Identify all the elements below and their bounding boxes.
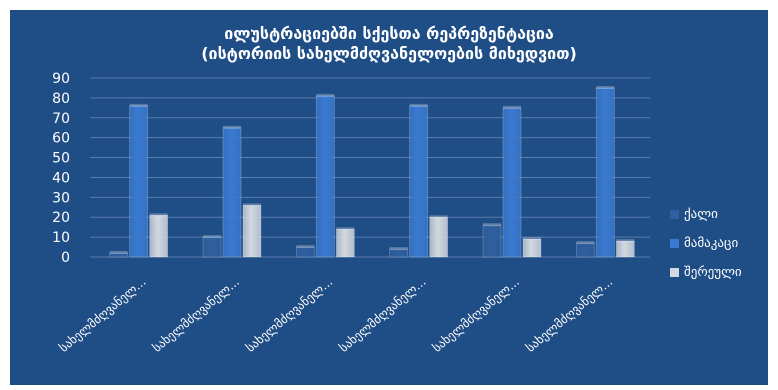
bar-top-highlight xyxy=(203,235,221,239)
chart-title-line-1: ილუსტრაციებში სქესთა რეპრეზენტაცია xyxy=(224,24,554,43)
x-tick-label: სახელმძღვანელ... xyxy=(523,275,615,355)
bar-female-2 xyxy=(202,236,222,258)
legend-label-male: მამაკაცი xyxy=(684,236,739,251)
chart-title-line-2: (ისტორიის სახელმძღვანელოების მიხედვით) xyxy=(201,44,577,63)
x-tick-label: სახელმძღვანელ... xyxy=(57,275,149,355)
bar-top-highlight xyxy=(429,215,448,219)
legend: ქალი მამაკაცი შერეული xyxy=(670,200,742,287)
legend-item-female: ქალი xyxy=(670,200,742,229)
y-tick-label: 50 xyxy=(52,151,70,167)
bar-top-highlight xyxy=(149,213,168,217)
bar-mixed-5 xyxy=(522,238,542,258)
y-tick-label: 80 xyxy=(52,91,70,107)
bar-top-highlight xyxy=(503,105,521,109)
bar-mixed-1 xyxy=(149,214,169,258)
gridlines xyxy=(90,77,650,258)
bar-top-highlight xyxy=(483,223,501,227)
y-tick-label: 20 xyxy=(52,210,70,226)
bar-male-5 xyxy=(502,107,522,258)
bar-male-4 xyxy=(409,105,429,258)
bar-top-highlight xyxy=(243,203,261,207)
bar-mixed-4 xyxy=(429,216,449,258)
y-tick-label: 40 xyxy=(52,170,70,186)
bar-female-6 xyxy=(575,242,595,258)
bar-mixed-6 xyxy=(615,240,635,258)
bar-top-highlight xyxy=(223,125,241,129)
legend-swatch-mixed xyxy=(670,268,679,277)
bar-top-highlight xyxy=(129,103,148,107)
y-tick-label: 60 xyxy=(52,131,70,147)
y-tick-label: 70 xyxy=(52,111,70,127)
bar-top-highlight xyxy=(576,241,595,245)
y-tick-label: 0 xyxy=(61,250,70,266)
bar-top-highlight xyxy=(316,93,335,97)
bar-top-highlight xyxy=(336,227,355,231)
bar-mixed-2 xyxy=(242,204,262,258)
bars xyxy=(109,85,635,258)
bar-female-1 xyxy=(109,252,129,258)
bar-top-highlight xyxy=(409,103,428,107)
x-tick-label: სახელმძღვანელ... xyxy=(243,275,335,355)
legend-label-mixed: შერეული xyxy=(684,265,742,280)
bar-mixed-3 xyxy=(335,228,355,258)
bar-top-highlight xyxy=(296,245,315,249)
legend-swatch-male xyxy=(670,239,679,248)
y-axis: 0 10 20 30 40 50 60 70 80 90 xyxy=(52,71,70,266)
chart-area: ილუსტრაციებში სქესთა რეპრეზენტაცია (ისტო… xyxy=(10,10,768,385)
bar-top-highlight xyxy=(389,247,408,251)
y-tick-label: 10 xyxy=(52,230,70,246)
bar-male-2 xyxy=(222,127,242,258)
bar-top-highlight xyxy=(109,251,128,255)
bar-male-1 xyxy=(129,105,149,258)
bar-male-3 xyxy=(315,95,335,258)
x-tick-label: სახელმძღვანელ... xyxy=(337,275,429,355)
x-tick-label: სახელმძღვანელ... xyxy=(430,275,522,355)
legend-label-female: ქალი xyxy=(684,207,718,222)
bar-top-highlight xyxy=(523,237,541,241)
y-tick-label: 90 xyxy=(52,71,70,87)
bar-male-6 xyxy=(595,87,615,258)
bar-top-highlight xyxy=(596,85,615,89)
legend-swatch-female xyxy=(670,210,679,219)
bar-female-3 xyxy=(295,246,315,258)
bar-top-highlight xyxy=(616,239,635,243)
legend-item-male: მამაკაცი xyxy=(670,229,742,258)
x-axis: სახელმძღვანელ... სახელმძღვანელ... სახელმძღ… xyxy=(57,275,616,355)
legend-item-mixed: შერეული xyxy=(670,258,742,287)
bar-female-5 xyxy=(482,224,502,258)
bar-female-4 xyxy=(389,248,409,258)
x-tick-label: სახელმძღვანელ... xyxy=(150,275,242,355)
y-tick-label: 30 xyxy=(52,190,70,206)
